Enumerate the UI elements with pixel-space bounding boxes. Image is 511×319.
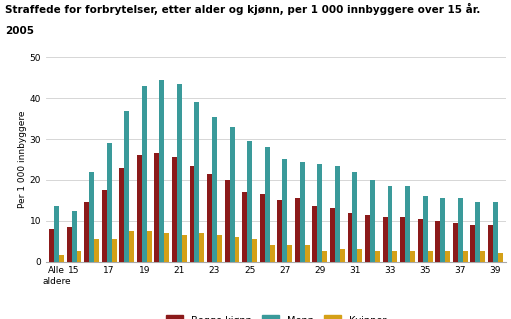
Bar <box>277 200 282 262</box>
Bar <box>260 194 265 262</box>
Bar <box>353 172 357 262</box>
Bar <box>400 217 405 262</box>
Bar <box>212 117 217 262</box>
Text: 2005: 2005 <box>5 26 34 35</box>
Bar <box>111 239 117 262</box>
Bar <box>365 215 370 262</box>
Bar <box>383 217 387 262</box>
Bar <box>305 245 310 262</box>
Bar <box>84 202 89 262</box>
Bar <box>129 231 134 262</box>
Bar <box>418 219 423 262</box>
Bar <box>370 180 375 262</box>
Bar <box>59 256 64 262</box>
Bar <box>172 158 177 262</box>
Bar <box>410 251 415 262</box>
Bar <box>182 235 187 262</box>
Bar <box>357 249 362 262</box>
Bar <box>440 198 445 262</box>
Bar <box>488 225 493 262</box>
Bar <box>335 166 340 262</box>
Bar <box>120 168 124 262</box>
Bar <box>435 221 440 262</box>
Bar <box>423 196 428 262</box>
Legend: Begge kjønn, Menn, Kvinner: Begge kjønn, Menn, Kvinner <box>162 311 390 319</box>
Bar <box>428 251 432 262</box>
Bar <box>199 233 204 262</box>
Bar <box>453 223 458 262</box>
Bar <box>107 143 111 262</box>
Bar <box>462 251 468 262</box>
Bar <box>347 212 353 262</box>
Bar <box>190 166 195 262</box>
Bar <box>124 110 129 262</box>
Bar <box>295 198 300 262</box>
Bar <box>207 174 212 262</box>
Bar <box>49 229 54 262</box>
Bar <box>387 186 392 262</box>
Bar <box>287 245 292 262</box>
Bar <box>54 206 59 262</box>
Bar <box>282 160 287 262</box>
Bar <box>312 206 317 262</box>
Bar <box>252 239 257 262</box>
Text: Straffede for forbrytelser, etter alder og kjønn, per 1 000 innbyggere over 15 å: Straffede for forbrytelser, etter alder … <box>5 3 480 15</box>
Bar <box>142 86 147 262</box>
Bar <box>229 127 235 262</box>
Bar <box>498 253 503 262</box>
Bar <box>195 102 199 262</box>
Bar <box>89 172 94 262</box>
Bar <box>177 84 182 262</box>
Bar <box>147 231 152 262</box>
Bar <box>247 141 252 262</box>
Bar <box>77 251 81 262</box>
Bar <box>458 198 462 262</box>
Bar <box>405 186 410 262</box>
Bar <box>340 249 345 262</box>
Bar <box>330 209 335 262</box>
Bar <box>300 161 305 262</box>
Bar <box>217 235 222 262</box>
Bar <box>94 239 99 262</box>
Bar <box>235 237 240 262</box>
Bar <box>317 164 322 262</box>
Bar <box>154 153 159 262</box>
Bar <box>102 190 107 262</box>
Bar <box>165 233 169 262</box>
Bar <box>493 202 498 262</box>
Bar <box>322 251 327 262</box>
Bar <box>445 251 450 262</box>
Bar <box>159 80 165 262</box>
Bar <box>265 147 270 262</box>
Bar <box>225 180 229 262</box>
Bar <box>67 227 72 262</box>
Bar <box>480 251 485 262</box>
Bar <box>137 155 142 262</box>
Bar <box>475 202 480 262</box>
Bar <box>392 251 398 262</box>
Bar <box>242 192 247 262</box>
Bar <box>72 211 77 262</box>
Bar <box>270 245 274 262</box>
Bar <box>375 251 380 262</box>
Bar <box>471 225 475 262</box>
Y-axis label: Per 1 000 innbyggere: Per 1 000 innbyggere <box>18 111 27 208</box>
